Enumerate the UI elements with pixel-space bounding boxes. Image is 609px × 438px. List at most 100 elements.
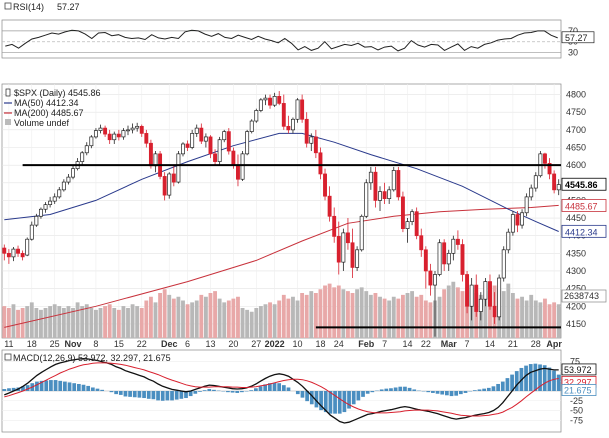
candle-body bbox=[373, 171, 378, 201]
candle-body bbox=[130, 127, 135, 131]
macd-histogram-bar bbox=[188, 391, 193, 397]
candle-body bbox=[396, 170, 401, 198]
volume-bar bbox=[39, 309, 43, 338]
macd-histogram-bar bbox=[123, 391, 128, 397]
candle-body bbox=[291, 118, 295, 131]
candle-body bbox=[162, 176, 167, 196]
macd-histogram-bar bbox=[109, 391, 114, 393]
macd-histogram-bar bbox=[277, 383, 282, 391]
macd-histogram-bar bbox=[556, 374, 561, 391]
candle-body bbox=[506, 231, 511, 251]
macd-histogram-bar bbox=[412, 389, 417, 391]
volume-bar bbox=[538, 302, 543, 338]
volume-bar bbox=[249, 311, 254, 338]
candle-body bbox=[80, 152, 85, 162]
macd-histogram-bar bbox=[319, 391, 323, 411]
x-tick-label: 14 bbox=[485, 339, 495, 349]
volume-bar bbox=[222, 302, 227, 338]
macd-histogram-bar bbox=[458, 391, 463, 395]
candle-body bbox=[240, 153, 245, 180]
volume-bar bbox=[309, 291, 314, 338]
candle-body bbox=[167, 173, 172, 196]
candle-body bbox=[492, 305, 497, 318]
volume-bar bbox=[552, 302, 557, 338]
volume-bar bbox=[323, 285, 327, 338]
macd-histogram-bar bbox=[393, 387, 398, 391]
macd-histogram-bar bbox=[445, 391, 449, 396]
volume-bar bbox=[410, 291, 415, 338]
candle-body bbox=[547, 163, 552, 175]
volume-bar bbox=[268, 302, 272, 338]
macd-histogram-bar bbox=[309, 391, 314, 405]
macd-histogram-bar bbox=[198, 391, 202, 392]
volume-bar bbox=[217, 298, 222, 338]
macd-histogram-bar bbox=[361, 391, 365, 397]
volume-bar bbox=[556, 304, 561, 338]
candle-body bbox=[208, 136, 213, 155]
rsi-legend-value: 57.27 bbox=[57, 2, 80, 12]
macd-line bbox=[4, 357, 559, 424]
macd-histogram-bar bbox=[323, 391, 328, 413]
volume-bar bbox=[318, 289, 323, 338]
x-tick-label: 13 bbox=[205, 339, 215, 349]
volume-bar bbox=[231, 298, 236, 338]
candle-body bbox=[66, 176, 71, 183]
volume-bar bbox=[135, 306, 140, 338]
x-tick-label: 11 bbox=[4, 339, 13, 349]
candle-body bbox=[355, 249, 360, 268]
candle-body bbox=[336, 236, 341, 263]
volume-bar bbox=[226, 300, 231, 338]
volume-bar bbox=[300, 293, 305, 338]
candle-body bbox=[112, 133, 117, 141]
candle-body bbox=[423, 249, 428, 272]
candle-body bbox=[43, 204, 48, 210]
macd-histogram-bar bbox=[538, 364, 542, 391]
macd-histogram-bar bbox=[81, 384, 86, 391]
candle-body bbox=[451, 238, 456, 254]
volume-value-tag: 2638743 bbox=[564, 291, 599, 301]
macd-histogram-bar bbox=[160, 391, 165, 401]
ma200-value-tag-box bbox=[561, 199, 607, 212]
price-tick-label: 4200 bbox=[566, 301, 586, 311]
macd-histogram-bar bbox=[137, 391, 142, 398]
candle-body bbox=[364, 182, 369, 217]
volume-bar bbox=[350, 293, 355, 338]
macd-histogram-bar bbox=[118, 391, 123, 395]
volume-bar bbox=[405, 293, 410, 338]
candle-body bbox=[6, 252, 11, 258]
macd-histogram-bar bbox=[384, 388, 389, 391]
price-panel: 4800475047004650460045504500445044004350… bbox=[1, 83, 607, 349]
macd-histogram-bar bbox=[463, 391, 468, 393]
candle-body bbox=[29, 224, 34, 240]
macd-histogram-bar bbox=[333, 391, 337, 414]
volume-bar bbox=[213, 291, 217, 338]
macd-histogram-bar bbox=[491, 386, 496, 391]
candle-body bbox=[194, 127, 199, 134]
x-tick-label: Nov bbox=[65, 339, 82, 349]
candle-body bbox=[345, 232, 350, 244]
candle-body bbox=[272, 95, 277, 106]
rsi-value-tag-box bbox=[561, 31, 595, 44]
volume-bar bbox=[355, 289, 360, 338]
volume-bar bbox=[272, 304, 277, 338]
volume-bar bbox=[6, 308, 11, 338]
x-tick-label: Apr bbox=[546, 339, 562, 349]
ma50-line bbox=[4, 132, 559, 232]
volume-bar bbox=[2, 306, 7, 338]
volume-bar bbox=[176, 296, 181, 338]
candle-body bbox=[295, 99, 300, 120]
candle-body bbox=[263, 97, 268, 101]
x-tick-label: 18 bbox=[315, 339, 325, 349]
candle-body bbox=[501, 249, 506, 279]
volume-bar bbox=[112, 308, 117, 338]
volume-value-tag-box bbox=[561, 289, 607, 303]
candle-body bbox=[135, 125, 140, 129]
candle-body bbox=[57, 189, 62, 198]
candle-body bbox=[203, 136, 208, 142]
volume-bar bbox=[332, 287, 337, 338]
macd-tick-label: -50 bbox=[570, 406, 583, 416]
macd-histogram-bar bbox=[407, 387, 412, 391]
price-tick-label: 4450 bbox=[566, 213, 586, 223]
